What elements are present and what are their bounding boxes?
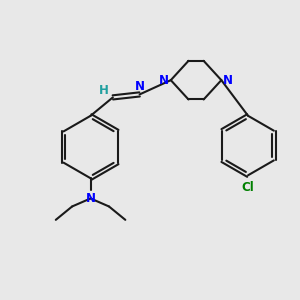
Text: H: H [99,84,109,98]
Text: N: N [223,74,233,87]
Text: N: N [85,192,96,205]
Text: Cl: Cl [242,181,254,194]
Text: N: N [159,74,169,87]
Text: N: N [135,80,145,94]
